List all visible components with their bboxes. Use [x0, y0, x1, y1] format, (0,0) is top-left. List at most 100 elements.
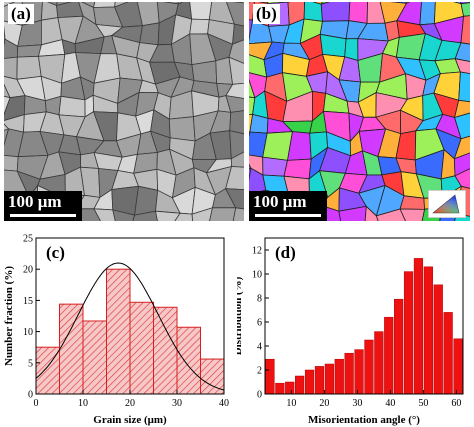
sem-micrograph-panel: (a) 100 μm — [4, 2, 244, 221]
grain — [191, 207, 214, 221]
grain-size-bar — [59, 303, 84, 395]
grain — [225, 82, 244, 99]
misorientation-bar — [324, 363, 334, 395]
grain-size-histogram: 0 10 20 30 40 0 5 10 15 20 25 Grain size (μm) Number… — [0, 226, 237, 427]
scale-bar-line-a — [10, 214, 76, 217]
grain — [454, 58, 470, 75]
grain — [93, 208, 116, 221]
grain-size-y-tick-label: 0 — [28, 390, 33, 401]
misorientation-bar — [453, 338, 463, 395]
grain — [189, 2, 213, 21]
grain — [16, 55, 42, 80]
misorientation-x-tick-label: 30 — [352, 398, 362, 409]
grain-size-y-tick-label: 15 — [23, 296, 33, 307]
grain — [174, 212, 194, 221]
grain — [139, 22, 160, 46]
misorientation-bar — [374, 331, 384, 395]
grain-size-panel-label: (c) — [46, 243, 65, 262]
grain — [454, 112, 470, 140]
grain-size-chart-svg: 0 10 20 30 40 0 5 10 15 20 25 Grain size (μm) Number… — [3, 234, 229, 427]
panel-label-b: (b) — [253, 4, 280, 24]
scale-bar-b: 100 μm — [249, 191, 327, 221]
scale-bar-line-b — [255, 214, 321, 217]
grain-size-bar — [129, 301, 154, 395]
grain — [338, 205, 367, 221]
grain — [4, 56, 18, 80]
misorientation-bar — [314, 366, 325, 395]
misorientation-chart-svg: 10 20 30 40 50 60 0 2 4 6 8 10 12 Misorientation angl… — [237, 237, 464, 426]
grain-size-y-tick-label: 25 — [23, 234, 33, 245]
grain-size-bar — [153, 306, 178, 395]
grain — [134, 185, 159, 216]
panel-label-a: (a) — [8, 4, 34, 24]
grain — [320, 2, 351, 22]
grain — [229, 130, 244, 160]
grain — [155, 210, 181, 221]
misorientation-bar — [334, 358, 344, 395]
grain-size-x-tick-label: 30 — [172, 398, 182, 409]
grain — [453, 135, 470, 160]
grain-size-y-tick-label: 10 — [23, 327, 33, 338]
grain — [454, 168, 470, 189]
misorientation-x-tick-label: 20 — [319, 398, 329, 409]
misorientation-y-tick-label: 0 — [257, 390, 262, 401]
grain — [4, 154, 19, 172]
grain — [453, 152, 470, 177]
grain — [364, 205, 379, 221]
grain — [40, 2, 59, 21]
grain — [232, 23, 244, 45]
grain-size-bar — [82, 320, 107, 395]
grain — [249, 113, 269, 134]
misorientation-bar — [364, 339, 374, 395]
grain — [303, 2, 323, 22]
misorientation-bar — [384, 316, 394, 395]
grain — [209, 207, 237, 221]
grain — [283, 158, 312, 180]
misorientation-bar — [344, 352, 354, 395]
misorientation-bar — [304, 369, 315, 395]
grain — [16, 44, 42, 58]
grain-size-x-tick-label: 40 — [219, 398, 229, 409]
grain — [112, 209, 136, 221]
grain — [454, 99, 470, 119]
grain — [419, 2, 436, 26]
misorientation-bar — [275, 382, 285, 395]
misorientation-y-tick-label: 6 — [257, 318, 262, 329]
grain — [262, 156, 288, 177]
misorientation-bar — [443, 312, 453, 395]
misorientation-y-axis-title: Distribution (%) — [237, 276, 244, 355]
scale-bar-text-a: 100 μm — [8, 192, 62, 211]
sem-micrograph-image — [4, 2, 244, 221]
misorientation-x-tick-label: 40 — [385, 398, 395, 409]
misorientation-x-tick-label: 50 — [418, 398, 428, 409]
grain-size-y-tick-label: 5 — [28, 358, 33, 369]
grain-size-x-axis-title: Grain size (μm) — [93, 414, 167, 426]
misorientation-bar — [265, 358, 275, 395]
misorientation-y-tick-label: 4 — [257, 342, 262, 353]
misorientation-bar — [394, 298, 404, 395]
grain-size-x-tick-label: 10 — [78, 398, 88, 409]
grain — [375, 208, 406, 221]
misorientation-bar — [403, 271, 414, 395]
misorientation-x-axis-title: Misorientation angle (°) — [308, 414, 420, 426]
misorientation-bar — [285, 381, 295, 395]
grain — [228, 56, 244, 85]
grain — [58, 95, 86, 118]
grain — [399, 195, 426, 210]
scale-bar-a: 100 μm — [4, 191, 82, 221]
grain — [132, 210, 158, 221]
grain — [114, 2, 129, 8]
ebsd-ipf-map-image — [249, 2, 470, 221]
misorientation-y-tick-label: 12 — [252, 246, 262, 257]
grain-size-x-tick-label: 0 — [34, 398, 39, 409]
grain — [458, 71, 470, 103]
gaussian-fit-curve — [35, 262, 225, 391]
ebsd-map-panel: (b) 100 μm — [249, 2, 470, 221]
grain — [225, 95, 244, 113]
grain — [228, 39, 244, 64]
grain — [168, 116, 196, 142]
grain-size-y-tick-label: 20 — [23, 265, 33, 276]
grain — [232, 207, 244, 221]
grain-size-bar — [106, 268, 131, 395]
misorientation-y-tick-label: 10 — [252, 270, 262, 281]
